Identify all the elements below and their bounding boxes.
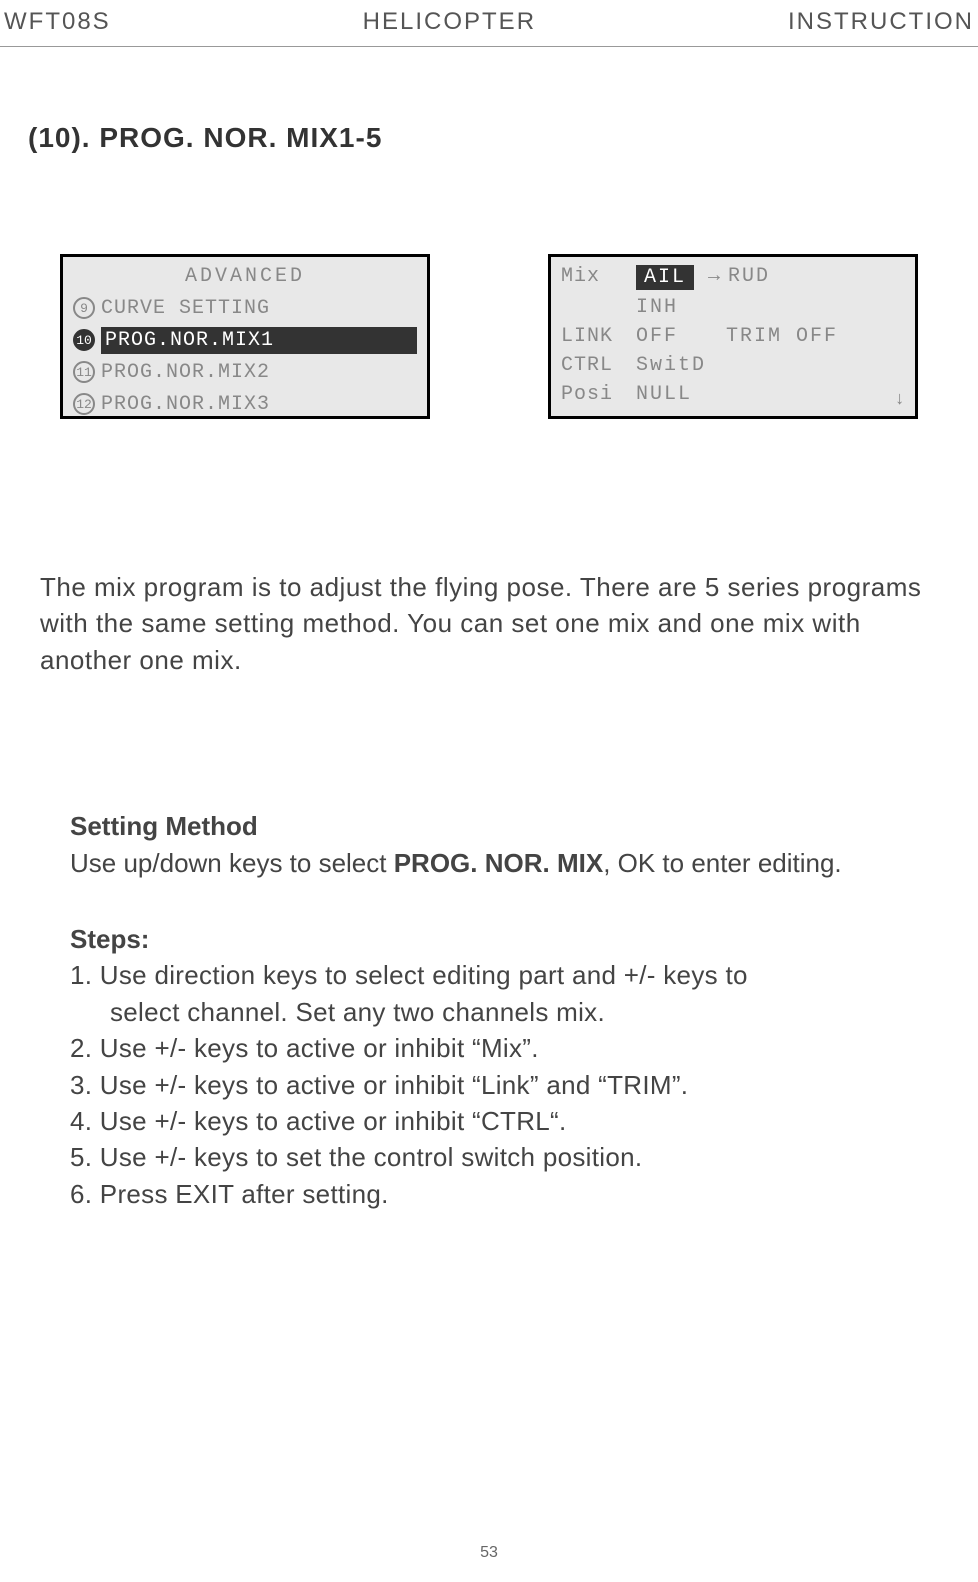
setting-method-block: Setting Method Use up/down keys to selec…	[20, 808, 958, 1212]
link-label: LINK	[561, 325, 636, 348]
ctrl-label: CTRL	[561, 354, 636, 377]
ctrl-value: SwitD	[636, 354, 706, 377]
trim-value: OFF	[796, 325, 838, 348]
lcd-menu-item: 9 CURVE SETTING	[73, 294, 417, 322]
lcd-panels-row: ADVANCED 9 CURVE SETTING 10 PROG.NOR.MIX…	[20, 254, 958, 419]
lcd-panel-mix: Mix AIL → RUD INH LINK OFF TRIM OFF CTRL…	[548, 254, 918, 419]
header-doctype: INSTRUCTION	[788, 8, 974, 36]
steps-heading: Steps:	[70, 921, 908, 957]
posi-label: Posi	[561, 383, 636, 406]
step-line: 3. Use +/- keys to active or inhibit “Li…	[70, 1067, 908, 1103]
setting-method-heading: Setting Method	[70, 808, 908, 844]
mix-to-value: RUD	[728, 265, 770, 290]
lcd-menu-item: 12 PROG.NOR.MIX3	[73, 390, 417, 418]
mix-status-value: INH	[636, 296, 678, 319]
lcd-menu-item: 11 PROG.NOR.MIX2	[73, 358, 417, 386]
lcd-posi-row: Posi NULL	[561, 383, 905, 406]
link-value: OFF	[636, 325, 726, 348]
lcd-menu-item-selected: 10 PROG.NOR.MIX1	[73, 326, 417, 354]
section-title: (10). PROG. NOR. MIX1-5	[28, 122, 958, 154]
setting-intro: Use up/down keys to select PROG. NOR. MI…	[70, 845, 908, 881]
header-category: HELICOPTER	[363, 8, 536, 36]
menu-number-icon: 9	[73, 297, 95, 319]
page-content: (10). PROG. NOR. MIX1-5 ADVANCED 9 CURVE…	[0, 122, 978, 1212]
page-number: 53	[480, 1544, 498, 1562]
arrow-right-icon: →	[708, 265, 720, 290]
mix-from-badge: AIL	[636, 265, 694, 290]
step-line: 1. Use direction keys to select editing …	[70, 957, 908, 993]
intro-post: , OK to enter editing.	[603, 848, 841, 878]
step-line: 6. Press EXIT after setting.	[70, 1176, 908, 1212]
menu-number-icon: 12	[73, 393, 95, 415]
step-line: 4. Use +/- keys to active or inhibit “CT…	[70, 1103, 908, 1139]
lcd-panel-menu: ADVANCED 9 CURVE SETTING 10 PROG.NOR.MIX…	[60, 254, 430, 419]
intro-pre: Use up/down keys to select	[70, 848, 394, 878]
header-model: WFT08S	[4, 8, 111, 36]
step-line: 5. Use +/- keys to set the control switc…	[70, 1139, 908, 1175]
mix-label: Mix	[561, 265, 636, 290]
trim-label: TRIM	[726, 325, 796, 348]
lcd-mix-row: Mix AIL → RUD	[561, 265, 905, 290]
description-text: The mix program is to adjust the flying …	[20, 569, 958, 678]
intro-bold: PROG. NOR. MIX	[394, 848, 603, 878]
posi-value: NULL	[636, 383, 692, 406]
menu-number-icon: 11	[73, 361, 95, 383]
menu-item-label: PROG.NOR.MIX2	[101, 361, 270, 384]
lcd-ctrl-row: CTRL SwitD	[561, 354, 905, 377]
lcd-menu-title: ADVANCED	[73, 265, 417, 288]
page-header: WFT08S HELICOPTER INSTRUCTION	[0, 0, 978, 47]
step-line: 2. Use +/- keys to active or inhibit “Mi…	[70, 1030, 908, 1066]
lcd-mix-row: INH	[561, 296, 905, 319]
menu-item-label: PROG.NOR.MIX1	[101, 327, 417, 354]
menu-item-label: PROG.NOR.MIX3	[101, 393, 270, 416]
step-line: select channel. Set any two channels mix…	[70, 994, 908, 1030]
scroll-down-icon: ↓	[894, 390, 905, 410]
lcd-link-row: LINK OFF TRIM OFF	[561, 325, 905, 348]
menu-number-icon: 10	[73, 329, 95, 351]
menu-item-label: CURVE SETTING	[101, 297, 270, 320]
